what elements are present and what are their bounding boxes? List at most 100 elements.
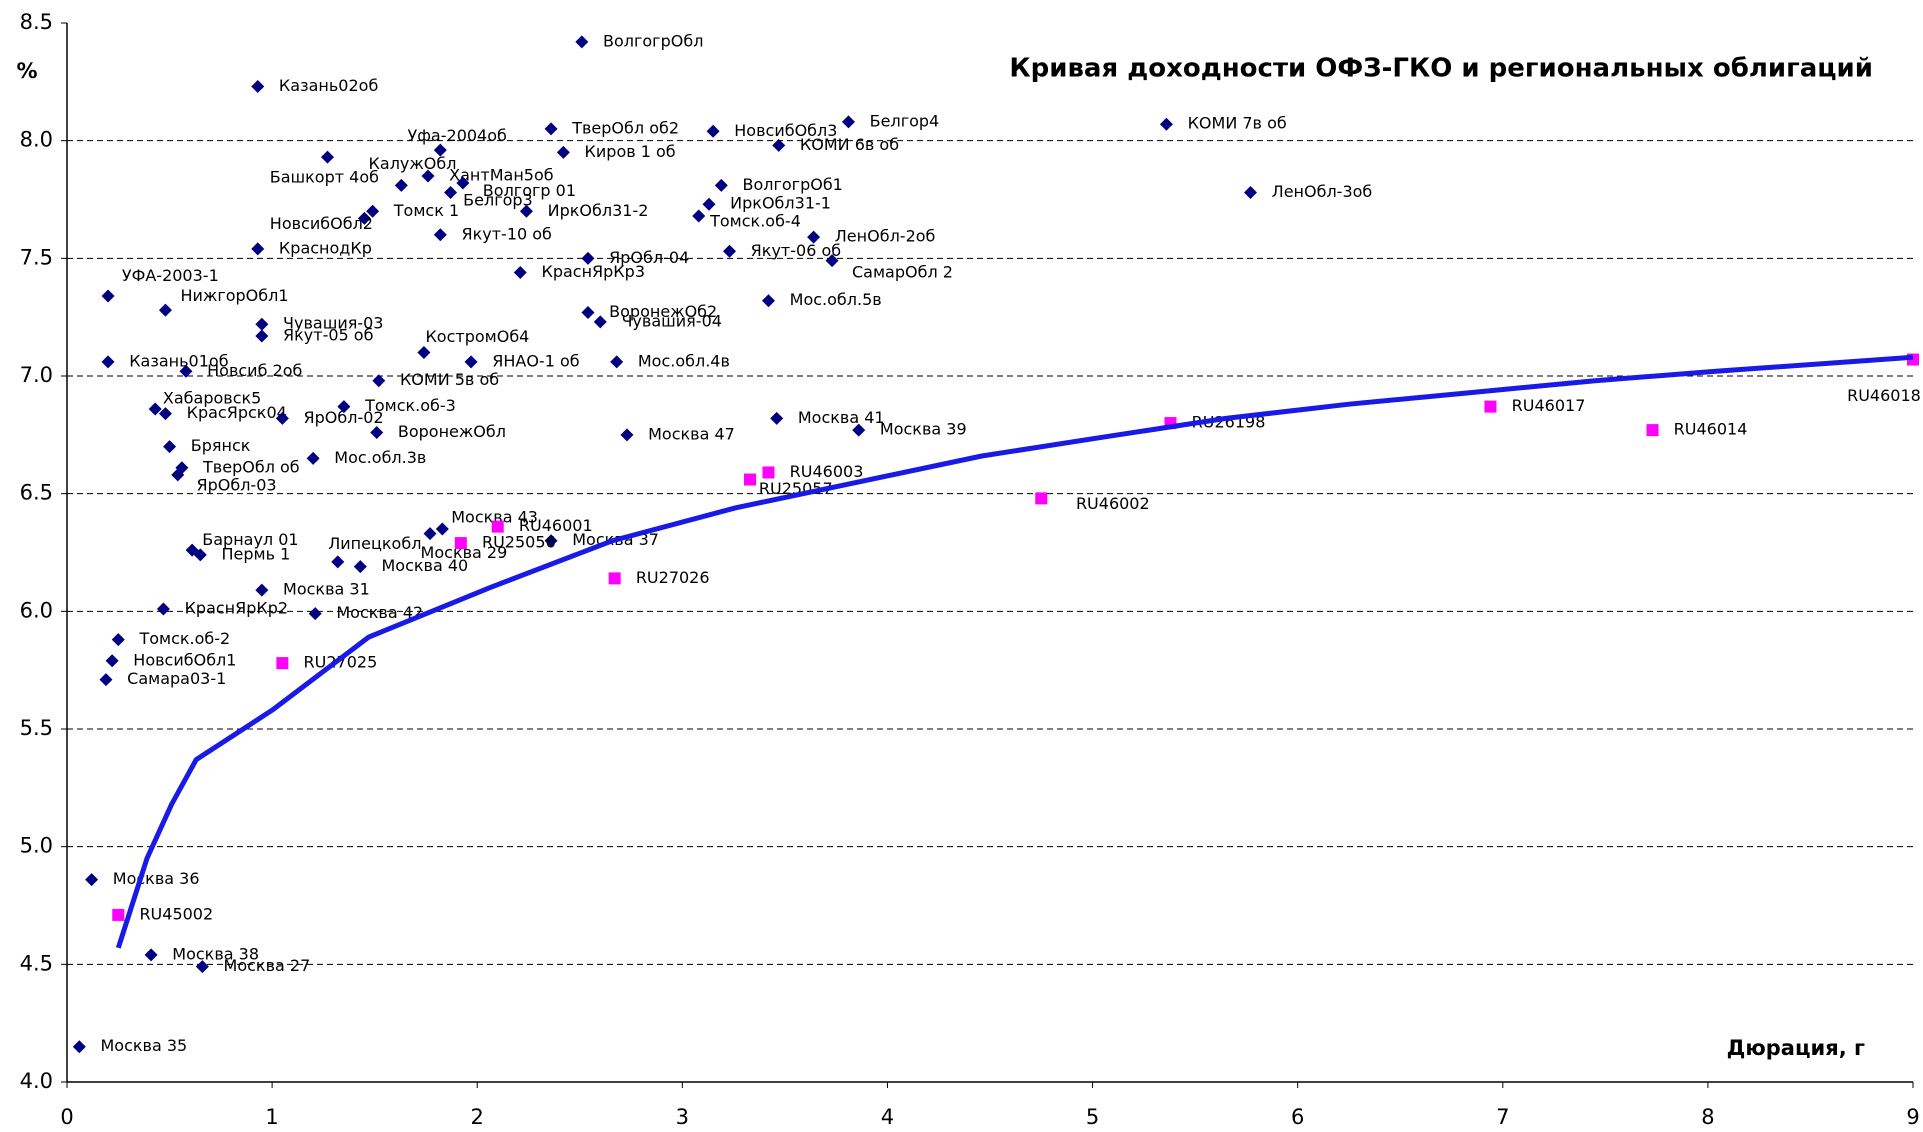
point bbox=[111, 633, 125, 647]
point bbox=[433, 143, 447, 157]
point-label: НовсибОбл3 bbox=[734, 121, 837, 140]
point-label: Мос.обл.5в bbox=[790, 290, 882, 309]
point bbox=[807, 230, 821, 244]
point-label: Москва 42 bbox=[336, 603, 423, 622]
point-label: Якут-06 об bbox=[751, 241, 841, 260]
point-label: КраснЯрКр3 bbox=[541, 262, 645, 281]
point bbox=[519, 204, 533, 218]
point bbox=[251, 80, 265, 94]
point-label: КОМИ 6в об bbox=[800, 135, 899, 154]
point-label: Липецкобл bbox=[328, 534, 421, 553]
point-label: КОМИ 7в об bbox=[1188, 114, 1287, 133]
point-label: RU27026 bbox=[636, 568, 710, 587]
point-label: Казань01об bbox=[129, 351, 228, 370]
point bbox=[456, 176, 470, 190]
point bbox=[1035, 492, 1048, 505]
point-label: Чувашия-03 bbox=[283, 314, 383, 333]
y-tick-label: 8.5 bbox=[20, 10, 53, 34]
yield-curve bbox=[115, 354, 1914, 949]
point bbox=[72, 1040, 86, 1054]
point bbox=[158, 407, 172, 421]
point-label: Якут-10 об bbox=[461, 224, 551, 243]
point bbox=[852, 423, 866, 437]
point-label: Волгогр 01 bbox=[483, 181, 576, 200]
point bbox=[105, 654, 119, 668]
point-label: Самара03-1 bbox=[127, 669, 226, 688]
point bbox=[1646, 424, 1659, 437]
point bbox=[444, 185, 458, 199]
point-label: ЯНАО-1 об bbox=[492, 351, 579, 370]
point bbox=[357, 211, 371, 225]
point bbox=[610, 355, 624, 369]
point-label: RU46018 bbox=[1847, 386, 1921, 405]
x-tick-label: 4 bbox=[881, 1105, 894, 1129]
point bbox=[163, 440, 177, 454]
x-axis-label: Дюрация, г bbox=[1727, 1036, 1865, 1060]
point bbox=[308, 607, 322, 621]
point bbox=[1159, 117, 1173, 131]
point-label: Казань02об bbox=[279, 76, 378, 95]
point bbox=[723, 244, 737, 258]
point-label: Мос.обл.4в bbox=[638, 351, 730, 370]
point bbox=[1484, 400, 1497, 413]
point-label: КостромОб4 bbox=[425, 327, 529, 346]
point-label: RU25056 bbox=[482, 533, 556, 552]
point-label: Барнаул 01 bbox=[202, 530, 298, 549]
point-label: ЯрОбл-03 bbox=[196, 475, 276, 494]
point-label: Москва 40 bbox=[381, 556, 468, 575]
point-label: Мос.обл.3в bbox=[334, 448, 426, 467]
point bbox=[101, 355, 115, 369]
point-label: RU46002 bbox=[1076, 494, 1150, 513]
point-label: НижгорОбл1 bbox=[180, 286, 288, 305]
point bbox=[156, 602, 170, 616]
point bbox=[714, 178, 728, 192]
point bbox=[581, 305, 595, 319]
point-label: Москва 31 bbox=[283, 580, 370, 599]
point bbox=[841, 115, 855, 129]
point-label: Белгор3 bbox=[463, 191, 533, 210]
point-label: ВолгогрОб1 bbox=[742, 175, 842, 194]
x-tick-label: 0 bbox=[60, 1105, 73, 1129]
point bbox=[620, 428, 634, 442]
chart-title: Кривая доходности ОФЗ-ГКО и региональных… bbox=[1009, 54, 1873, 84]
point-label: ВолгогрОбл bbox=[603, 31, 703, 50]
point bbox=[85, 873, 99, 887]
point bbox=[513, 265, 527, 279]
point bbox=[761, 294, 775, 308]
x-tick-label: 3 bbox=[676, 1105, 689, 1129]
x-tick-label: 8 bbox=[1701, 1105, 1714, 1129]
y-tick-label: 6.5 bbox=[20, 481, 53, 505]
point bbox=[770, 411, 784, 425]
point-label: КалужОбл bbox=[369, 154, 457, 173]
point bbox=[101, 289, 115, 303]
point bbox=[320, 150, 334, 164]
point-label: Брянск bbox=[191, 436, 251, 455]
point-label: ЯрОбл-02 bbox=[304, 408, 384, 427]
x-tick-label: 6 bbox=[1291, 1105, 1304, 1129]
point-label: RU46003 bbox=[790, 462, 864, 481]
point-label: Москва 41 bbox=[798, 408, 885, 427]
point-label: ХантМан5об bbox=[449, 165, 553, 184]
point bbox=[744, 473, 757, 486]
point-label: Томск 1 bbox=[393, 201, 459, 220]
point-label: Москва 35 bbox=[100, 1036, 187, 1055]
point-label: Москва 38 bbox=[172, 944, 259, 963]
point-label: ВоронежОбл bbox=[398, 422, 506, 441]
point bbox=[491, 520, 504, 533]
y-tick-label: 5.0 bbox=[20, 834, 53, 858]
point-label: Москва 29 bbox=[421, 543, 508, 562]
point-label: Томск.об-2 bbox=[138, 629, 230, 648]
point bbox=[593, 315, 607, 329]
point-label: Москва 39 bbox=[880, 420, 967, 439]
point-label: Башкорт 4об bbox=[270, 167, 379, 186]
point bbox=[372, 374, 386, 388]
x-tick-label: 2 bbox=[471, 1105, 484, 1129]
point-label: ИркОбл31-2 bbox=[548, 201, 649, 220]
point bbox=[255, 317, 269, 331]
point-label: КраснЯрКр2 bbox=[185, 598, 289, 617]
y-tick-label: 8.0 bbox=[20, 128, 53, 152]
point bbox=[772, 138, 786, 152]
point-label: КраснодКр bbox=[279, 238, 372, 257]
point bbox=[112, 908, 125, 921]
